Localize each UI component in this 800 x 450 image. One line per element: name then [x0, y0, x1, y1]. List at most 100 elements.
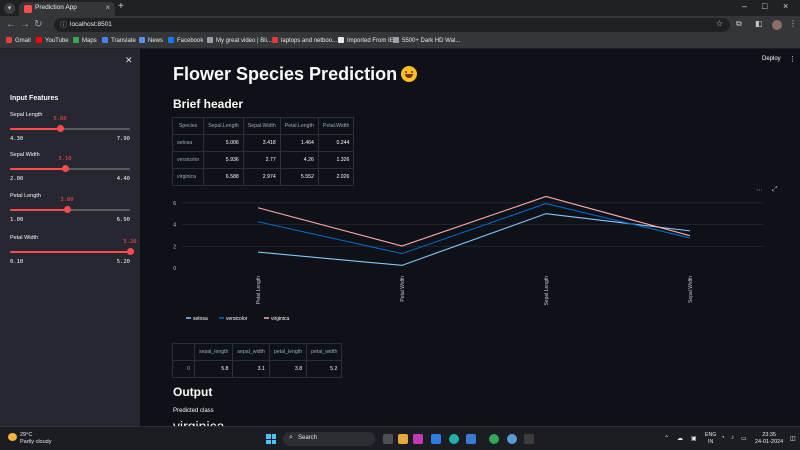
slider-track[interactable]: [10, 251, 130, 253]
slider-thumb[interactable]: [61, 165, 69, 172]
app-icon[interactable]: [413, 434, 423, 444]
back-icon[interactable]: ←: [6, 19, 16, 30]
table-cell[interactable]: 5.8: [193, 360, 234, 378]
slider-petal-length[interactable]: Petal Length 3.80 1.00 6.90: [10, 193, 130, 233]
close-window-icon[interactable]: ×: [783, 1, 789, 11]
slider-thumb[interactable]: [127, 248, 134, 255]
slider-thumb[interactable]: [64, 206, 71, 213]
chrome-icon[interactable]: [489, 434, 499, 444]
table-cell[interactable]: virginica: [171, 168, 205, 186]
table-cell[interactable]: 3.8: [268, 360, 308, 378]
column-header[interactable]: Sepal.Width: [242, 117, 281, 135]
table-cell[interactable]: versicolor: [171, 151, 205, 169]
taskbar-search[interactable]: ⌕ Search: [283, 432, 375, 446]
maximize-icon[interactable]: □: [762, 1, 768, 11]
address-bar[interactable]: ⓘ localhost:8501 ☆: [54, 18, 730, 32]
chart-more-icon[interactable]: ⋯: [756, 187, 763, 194]
x-tick-label: Petal.Width: [400, 276, 406, 302]
bookmark-imported-folder[interactable]: Imported From IE: [338, 37, 394, 44]
column-header[interactable]: Species: [171, 117, 205, 135]
side-panel-icon[interactable]: ◧: [755, 19, 763, 28]
table-cell[interactable]: 6.588: [203, 168, 244, 186]
column-header[interactable]: sepal_width: [232, 343, 270, 361]
column-header[interactable]: Sepal.Length: [203, 117, 244, 135]
forward-icon[interactable]: →: [20, 19, 30, 30]
edge-icon[interactable]: [449, 434, 459, 444]
deploy-button[interactable]: Deploy: [762, 56, 781, 62]
table-cell[interactable]: 0.244: [317, 134, 355, 152]
browser-tab[interactable]: Prediction App ×: [19, 2, 115, 16]
language-indicator[interactable]: ENG IN: [705, 432, 716, 446]
globe-icon: [207, 37, 213, 43]
windows-start-icon[interactable]: [266, 434, 276, 444]
app-icon[interactable]: [466, 434, 476, 444]
bookmark-news[interactable]: News: [139, 37, 163, 44]
column-header[interactable]: [172, 343, 195, 361]
browser-menu-icon[interactable]: ⋮: [789, 19, 797, 28]
table-cell[interactable]: 2.974: [242, 168, 281, 186]
file-explorer-icon[interactable]: [398, 434, 408, 444]
column-header[interactable]: Petal.Width: [317, 117, 355, 135]
column-header[interactable]: petal_length: [268, 343, 308, 361]
slider-thumb[interactable]: [57, 125, 65, 132]
slider-track[interactable]: [10, 128, 130, 130]
table-cell[interactable]: 1.464: [279, 134, 319, 152]
bookmark-gmail[interactable]: Gmail: [6, 37, 31, 44]
table-cell[interactable]: 2.026: [317, 168, 355, 186]
wifi-icon[interactable]: ◔: [721, 435, 725, 441]
task-view-icon[interactable]: [383, 434, 393, 444]
weather-widget[interactable]: 29°C Partly cloudy: [20, 432, 52, 446]
terminal-icon[interactable]: [524, 434, 534, 444]
partly-cloudy-icon[interactable]: [8, 433, 17, 441]
table-cell[interactable]: 3.418: [242, 134, 281, 152]
sidebar-close-icon[interactable]: ✕: [125, 55, 133, 65]
table-cell[interactable]: 5.552: [279, 168, 319, 186]
profile-avatar[interactable]: [772, 20, 782, 30]
column-header[interactable]: petal_width: [306, 343, 343, 361]
slider-track[interactable]: [10, 168, 130, 170]
table-cell[interactable]: 5.936: [203, 151, 244, 169]
tab-close-icon[interactable]: ×: [105, 3, 110, 12]
cloud-icon[interactable]: ☁: [677, 436, 683, 442]
battery-icon[interactable]: ▭: [741, 436, 747, 442]
slider-sepal-width[interactable]: Sepal Width 3.10 2.00 4.40: [10, 152, 130, 192]
bookmark-laptops[interactable]: laptops and netboo...: [272, 37, 337, 44]
bookmark-star-icon[interactable]: ☆: [715, 19, 723, 28]
bookmark-translate[interactable]: Translate: [102, 37, 136, 44]
slider-petal-width[interactable]: Petal Width 5.20 0.10 5.20: [10, 235, 137, 275]
table-cell[interactable]: 4.26: [279, 151, 319, 169]
bookmark-video[interactable]: My great video | Bli...: [207, 37, 272, 44]
bookmark-youtube[interactable]: YouTube: [36, 37, 69, 44]
tray-chevron-icon[interactable]: ⌃: [664, 436, 670, 442]
slider-sepal-length[interactable]: Sepal Length 5.80 4.30 7.90: [10, 112, 130, 152]
tray-app-icon[interactable]: ▣: [691, 436, 697, 442]
store-icon[interactable]: [431, 434, 441, 444]
fullscreen-icon[interactable]: ⤢: [772, 186, 778, 193]
extensions-icon[interactable]: ⧉: [736, 19, 742, 28]
sidebar: ✕ Input Features Sepal Length 5.80 4.30 …: [0, 49, 140, 426]
table-cell[interactable]: 3.1: [232, 360, 270, 378]
table-cell[interactable]: setosa: [171, 134, 205, 152]
site-info-icon[interactable]: ⓘ: [60, 22, 67, 29]
cortana-icon[interactable]: [507, 434, 517, 444]
column-header[interactable]: Petal.Length: [279, 117, 319, 135]
clock[interactable]: 23:35 24-01-2024: [755, 432, 783, 446]
minimize-icon[interactable]: –: [742, 1, 748, 11]
slider-value: 3.10: [58, 156, 72, 162]
app-menu-icon[interactable]: ⋮: [789, 56, 796, 63]
table-cell[interactable]: 5.2: [306, 360, 343, 378]
table-cell[interactable]: 5.006: [203, 134, 244, 152]
reload-icon[interactable]: ↻: [34, 19, 43, 30]
speaker-icon[interactable]: ♪: [731, 435, 734, 441]
bookmark-facebook[interactable]: Facebook: [168, 37, 203, 44]
bookmark-maps[interactable]: Maps: [73, 37, 97, 44]
table-cell[interactable]: 2.77: [242, 151, 281, 169]
output-header: Output: [173, 385, 213, 399]
new-tab-icon[interactable]: +: [118, 1, 124, 12]
tab-search-icon[interactable]: ▾: [4, 3, 15, 14]
bookmark-wallpapers[interactable]: 5500+ Dark HD Wal...: [393, 37, 460, 44]
column-header[interactable]: sepal_length: [193, 343, 234, 361]
notifications-icon[interactable]: ◫: [790, 436, 796, 442]
table-cell[interactable]: 1.326: [317, 151, 355, 169]
row-index[interactable]: 0: [172, 360, 195, 378]
